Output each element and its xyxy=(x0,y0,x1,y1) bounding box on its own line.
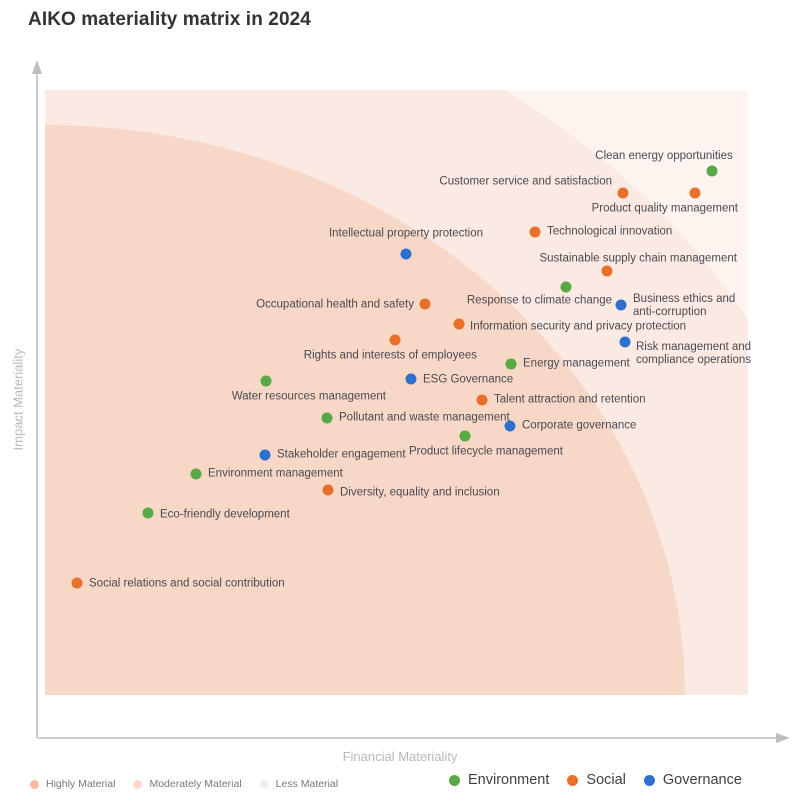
legend-label: Governance xyxy=(662,772,742,788)
data-point-marker[interactable] xyxy=(560,281,572,293)
legend-label: Less Material xyxy=(275,778,339,790)
legend-group-materiality: Highly Material Moderately Material Less M… xyxy=(30,778,338,790)
data-point-marker[interactable] xyxy=(619,336,631,348)
data-point-label: Clean energy opportunities xyxy=(595,150,733,162)
data-point-marker[interactable] xyxy=(259,449,271,461)
legend-item-materiality-1[interactable]: Moderately Material xyxy=(133,778,242,790)
data-point-label: Environment management xyxy=(208,467,343,480)
plot-background-svg xyxy=(32,60,790,743)
y-axis xyxy=(32,60,42,738)
data-point-label: Information security and privacy protect… xyxy=(470,320,687,333)
data-point-marker[interactable] xyxy=(505,358,517,370)
legend-group-category: Environment Social Governance xyxy=(449,772,742,788)
x-axis xyxy=(37,733,790,743)
legend-item-category-2[interactable]: Governance xyxy=(643,772,742,788)
data-point-label: Rights and interests of employees xyxy=(303,349,477,362)
data-point-label: Pollutant and waste management xyxy=(339,411,510,424)
legend-label: Social xyxy=(586,772,626,788)
data-point-label: Product quality management xyxy=(591,202,738,215)
data-point-label: Response to climate change xyxy=(466,294,612,307)
data-point-label: Social relations and social contribution xyxy=(89,577,285,590)
legend-label: Environment xyxy=(468,772,550,788)
data-point-marker[interactable] xyxy=(190,468,202,480)
legend-swatch-icon xyxy=(567,774,579,786)
data-point-marker[interactable] xyxy=(476,394,488,406)
legend-item-category-0[interactable]: Environment xyxy=(449,772,549,788)
data-point-label: Risk management and compliance operation… xyxy=(636,341,752,366)
data-point-label: Water resources management xyxy=(231,390,386,403)
data-point-marker[interactable] xyxy=(260,375,272,387)
data-point-label: Sustainable supply chain management xyxy=(539,252,737,265)
data-point-marker[interactable] xyxy=(504,420,516,432)
data-point-marker[interactable] xyxy=(453,318,465,330)
x-axis-label: Financial Materiality xyxy=(342,749,458,764)
data-point-marker[interactable] xyxy=(459,430,471,442)
data-point-marker[interactable] xyxy=(689,187,701,199)
data-point-marker[interactable] xyxy=(706,165,718,177)
data-point-label: Corporate governance xyxy=(522,419,637,432)
page-title: AIKO materiality matrix in 2024 xyxy=(28,9,311,30)
materiality-matrix-plot: Clean energy opportunities Customer servi… xyxy=(10,60,790,764)
data-point-marker[interactable] xyxy=(529,226,541,238)
data-point-marker[interactable] xyxy=(419,298,431,310)
data-point-marker[interactable] xyxy=(405,373,417,385)
chart-legend: Highly Material Moderately Material Less M… xyxy=(0,772,800,812)
data-point-label: Stakeholder engagement xyxy=(277,448,406,461)
y-axis-label: Impact Materiality xyxy=(10,348,26,451)
legend-swatch-icon xyxy=(30,779,39,789)
data-point-label: Diversity, equality and inclusion xyxy=(340,486,500,499)
data-point-label: Customer service and satisfaction xyxy=(439,175,612,188)
legend-label: Moderately Material xyxy=(149,778,242,790)
data-point-label: Intellectual property protection xyxy=(328,227,483,240)
data-point-marker[interactable] xyxy=(601,265,613,277)
legend-swatch-icon xyxy=(259,779,269,789)
data-point-marker[interactable] xyxy=(71,577,83,589)
data-point-marker[interactable] xyxy=(389,334,401,346)
legend-item-category-1[interactable]: Social xyxy=(567,772,626,788)
legend-swatch-icon xyxy=(643,774,655,786)
legend-item-materiality-0[interactable]: Highly Material xyxy=(30,778,115,790)
data-point-label: Talent attraction and retention xyxy=(494,393,646,406)
data-point-marker[interactable] xyxy=(142,507,154,519)
data-point-marker[interactable] xyxy=(400,248,412,260)
legend-swatch-icon xyxy=(449,774,460,786)
data-point-label: Product lifecycle management xyxy=(408,445,563,458)
data-point-label: Technological innovation xyxy=(547,225,673,238)
legend-label: Highly Material xyxy=(46,778,116,790)
data-point-label: Energy management xyxy=(523,357,630,370)
band-highly-material xyxy=(45,125,685,695)
data-point-marker[interactable] xyxy=(321,412,333,424)
materiality-bands xyxy=(45,90,748,695)
legend-swatch-icon xyxy=(133,779,143,789)
legend-item-materiality-2[interactable]: Less Material xyxy=(259,778,339,790)
data-point-marker[interactable] xyxy=(617,187,629,199)
data-point-label: Business ethics and anti-corruption xyxy=(633,293,736,318)
data-point-marker[interactable] xyxy=(322,484,334,496)
data-point-label: Eco-friendly development xyxy=(160,508,290,521)
data-point-marker[interactable] xyxy=(615,299,627,311)
data-point-label: ESG Governance xyxy=(423,373,514,386)
data-point-label: Occupational health and safety xyxy=(256,298,414,311)
